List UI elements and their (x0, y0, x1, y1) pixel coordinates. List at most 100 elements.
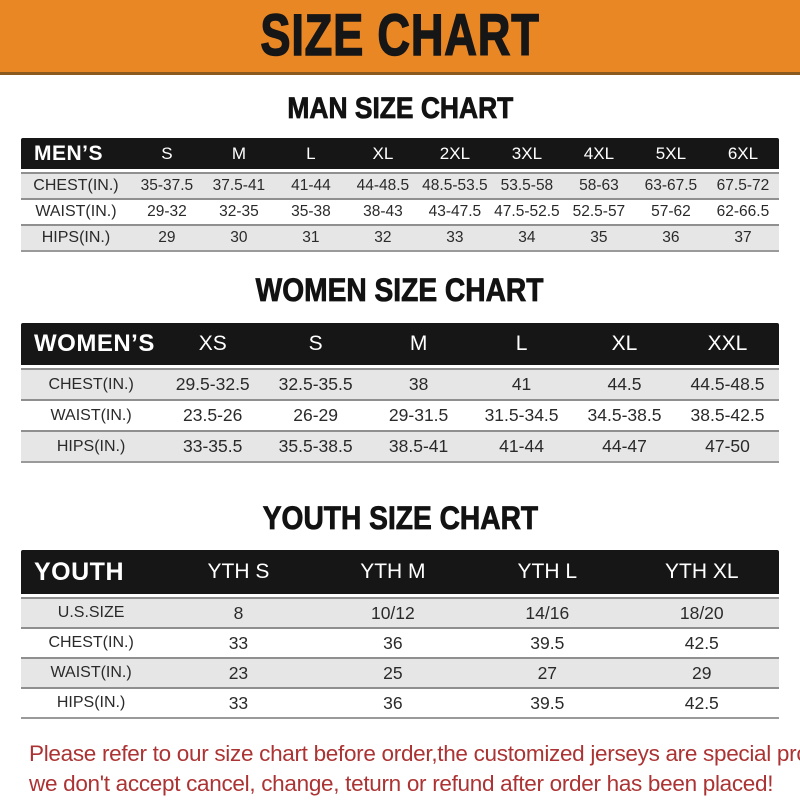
group-label-cell: YOUTH (21, 550, 162, 598)
section-title: MAN SIZE CHART (21, 92, 779, 126)
table-row: HIPS(IN.) 33 36 39.5 42.5 (21, 687, 779, 720)
column-header-cell: YTH XL (624, 550, 779, 598)
value-cell: 35.5-38.5 (264, 430, 368, 464)
value-cell: 29.5-32.5 (161, 368, 265, 400)
disclaimer: Please refer to our size chart before or… (0, 739, 800, 798)
table-row: WAIST(IN.) 23.5-26 26-29 29-31.5 31.5-34.5 34… (21, 399, 779, 431)
value-cell: 29-32 (130, 198, 203, 224)
section-title-text: MAN SIZE CHART (287, 92, 514, 126)
value-cell: 27 (470, 657, 625, 688)
value-cell: 35-37.5 (130, 172, 203, 198)
value-cell: 32 (346, 224, 419, 252)
row-label-cell: HIPS(IN.) (21, 224, 131, 252)
value-cell: 48.5-53.5 (418, 172, 491, 198)
value-cell: 52.5-57 (562, 198, 635, 224)
value-cell: 39.5 (470, 627, 625, 658)
value-cell: 39.5 (470, 687, 625, 720)
value-cell: 38 (367, 368, 471, 400)
header-row: MEN’S S M L XL 2XL 3XL 4XL 5XL 6XL (21, 138, 779, 172)
value-cell: 31 (274, 224, 347, 252)
column-header-cell: S (264, 323, 368, 369)
value-cell: 34 (490, 224, 563, 252)
row-label-cell: WAIST(IN.) (21, 198, 131, 224)
section-youth: YOUTH SIZE CHART YOUTH YTH S YTH M YTH L YTH … (21, 500, 779, 720)
column-header-cell: 3XL (490, 138, 563, 172)
size-table: YOUTH YTH S YTH M YTH L YTH XL U.S.SIZE 8 10/12… (21, 550, 779, 720)
column-header-cell: S (130, 138, 203, 172)
value-cell: 44.5 (573, 368, 676, 400)
value-cell: 33 (418, 224, 491, 252)
disclaimer-line-1: Please refer to our size chart before or… (29, 741, 800, 767)
table-row: WAIST(IN.) 23 25 27 29 (21, 657, 779, 688)
value-cell: 10/12 (315, 597, 471, 628)
value-cell: 33 (161, 687, 316, 720)
size-table: WOMEN’S XS S M L XL XXL CHEST(IN.) 29.5-32.5 32.5… (21, 323, 779, 464)
value-cell: 38.5-42.5 (675, 399, 779, 431)
value-cell: 41 (470, 368, 574, 400)
value-cell: 41-44 (470, 430, 574, 464)
table-row: CHEST(IN.) 29.5-32.5 32.5-35.5 38 41 44.5 44.5… (21, 368, 779, 400)
column-header-cell: L (274, 138, 347, 172)
value-cell: 47.5-52.5 (490, 198, 563, 224)
column-header-cell: 6XL (706, 138, 779, 172)
value-cell: 47-50 (675, 430, 779, 464)
section-title: YOUTH SIZE CHART (21, 500, 779, 537)
value-cell: 67.5-72 (706, 172, 779, 198)
row-label-cell: HIPS(IN.) (21, 687, 162, 720)
column-header-cell: L (470, 323, 574, 369)
table-row: CHEST(IN.) 35-37.5 37.5-41 41-44 44-48.5 48.5… (21, 172, 779, 198)
value-cell: 38-43 (346, 198, 419, 224)
header-row: WOMEN’S XS S M L XL XXL (21, 323, 779, 369)
value-cell: 41-44 (274, 172, 347, 198)
value-cell: 23 (161, 657, 316, 688)
row-label-cell: WAIST(IN.) (21, 399, 162, 431)
value-cell: 42.5 (624, 687, 779, 720)
column-header-cell: XS (161, 323, 265, 369)
value-cell: 63-67.5 (634, 172, 707, 198)
value-cell: 35 (562, 224, 635, 252)
table-row: HIPS(IN.) 29 30 31 32 33 34 35 36 37 (21, 224, 779, 252)
table-row: WAIST(IN.) 29-32 32-35 35-38 38-43 43-47.5 47.… (21, 198, 779, 224)
value-cell: 34.5-38.5 (573, 399, 676, 431)
row-label-cell: U.S.SIZE (21, 597, 162, 628)
value-cell: 32.5-35.5 (264, 368, 368, 400)
value-cell: 62-66.5 (706, 198, 779, 224)
group-label-cell: MEN’S (21, 138, 131, 172)
value-cell: 29 (130, 224, 203, 252)
section-title-text: WOMEN SIZE CHART (256, 272, 545, 308)
section-women: WOMEN SIZE CHART WOMEN’S XS S M L XL XXL CHEST(I… (21, 272, 779, 464)
value-cell: 32-35 (202, 198, 275, 224)
row-label-cell: CHEST(IN.) (21, 627, 162, 658)
value-cell: 14/16 (470, 597, 625, 628)
value-cell: 57-62 (634, 198, 707, 224)
row-label-cell: CHEST(IN.) (21, 172, 131, 198)
table-row: U.S.SIZE 8 10/12 14/16 18/20 (21, 597, 779, 628)
value-cell: 26-29 (264, 399, 368, 431)
value-cell: 33-35.5 (161, 430, 265, 464)
column-header-cell: XXL (675, 323, 779, 369)
value-cell: 36 (315, 627, 471, 658)
value-cell: 44-47 (573, 430, 676, 464)
column-header-cell: YTH L (470, 550, 625, 598)
value-cell: 30 (202, 224, 275, 252)
column-header-cell: 2XL (418, 138, 491, 172)
value-cell: 25 (315, 657, 471, 688)
section-man: MAN SIZE CHART MEN’S S M L XL 2XL 3XL 4XL 5XL 6XL C… (21, 92, 779, 252)
value-cell: 53.5-58 (490, 172, 563, 198)
row-label-cell: CHEST(IN.) (21, 368, 162, 400)
column-header-cell: M (202, 138, 275, 172)
value-cell: 37 (706, 224, 779, 252)
value-cell: 36 (315, 687, 471, 720)
row-label-cell: WAIST(IN.) (21, 657, 162, 688)
table-row: CHEST(IN.) 33 36 39.5 42.5 (21, 627, 779, 658)
value-cell: 8 (161, 597, 316, 628)
section-title: WOMEN SIZE CHART (21, 272, 779, 308)
value-cell: 29 (624, 657, 779, 688)
column-header-cell: M (367, 323, 471, 369)
table-row: HIPS(IN.) 33-35.5 35.5-38.5 38.5-41 41-44 44-… (21, 430, 779, 464)
column-header-cell: 4XL (562, 138, 635, 172)
column-header-cell: YTH S (161, 550, 316, 598)
section-title-text: YOUTH SIZE CHART (262, 500, 538, 537)
sections: MAN SIZE CHART MEN’S S M L XL 2XL 3XL 4XL 5XL 6XL C… (0, 92, 800, 720)
